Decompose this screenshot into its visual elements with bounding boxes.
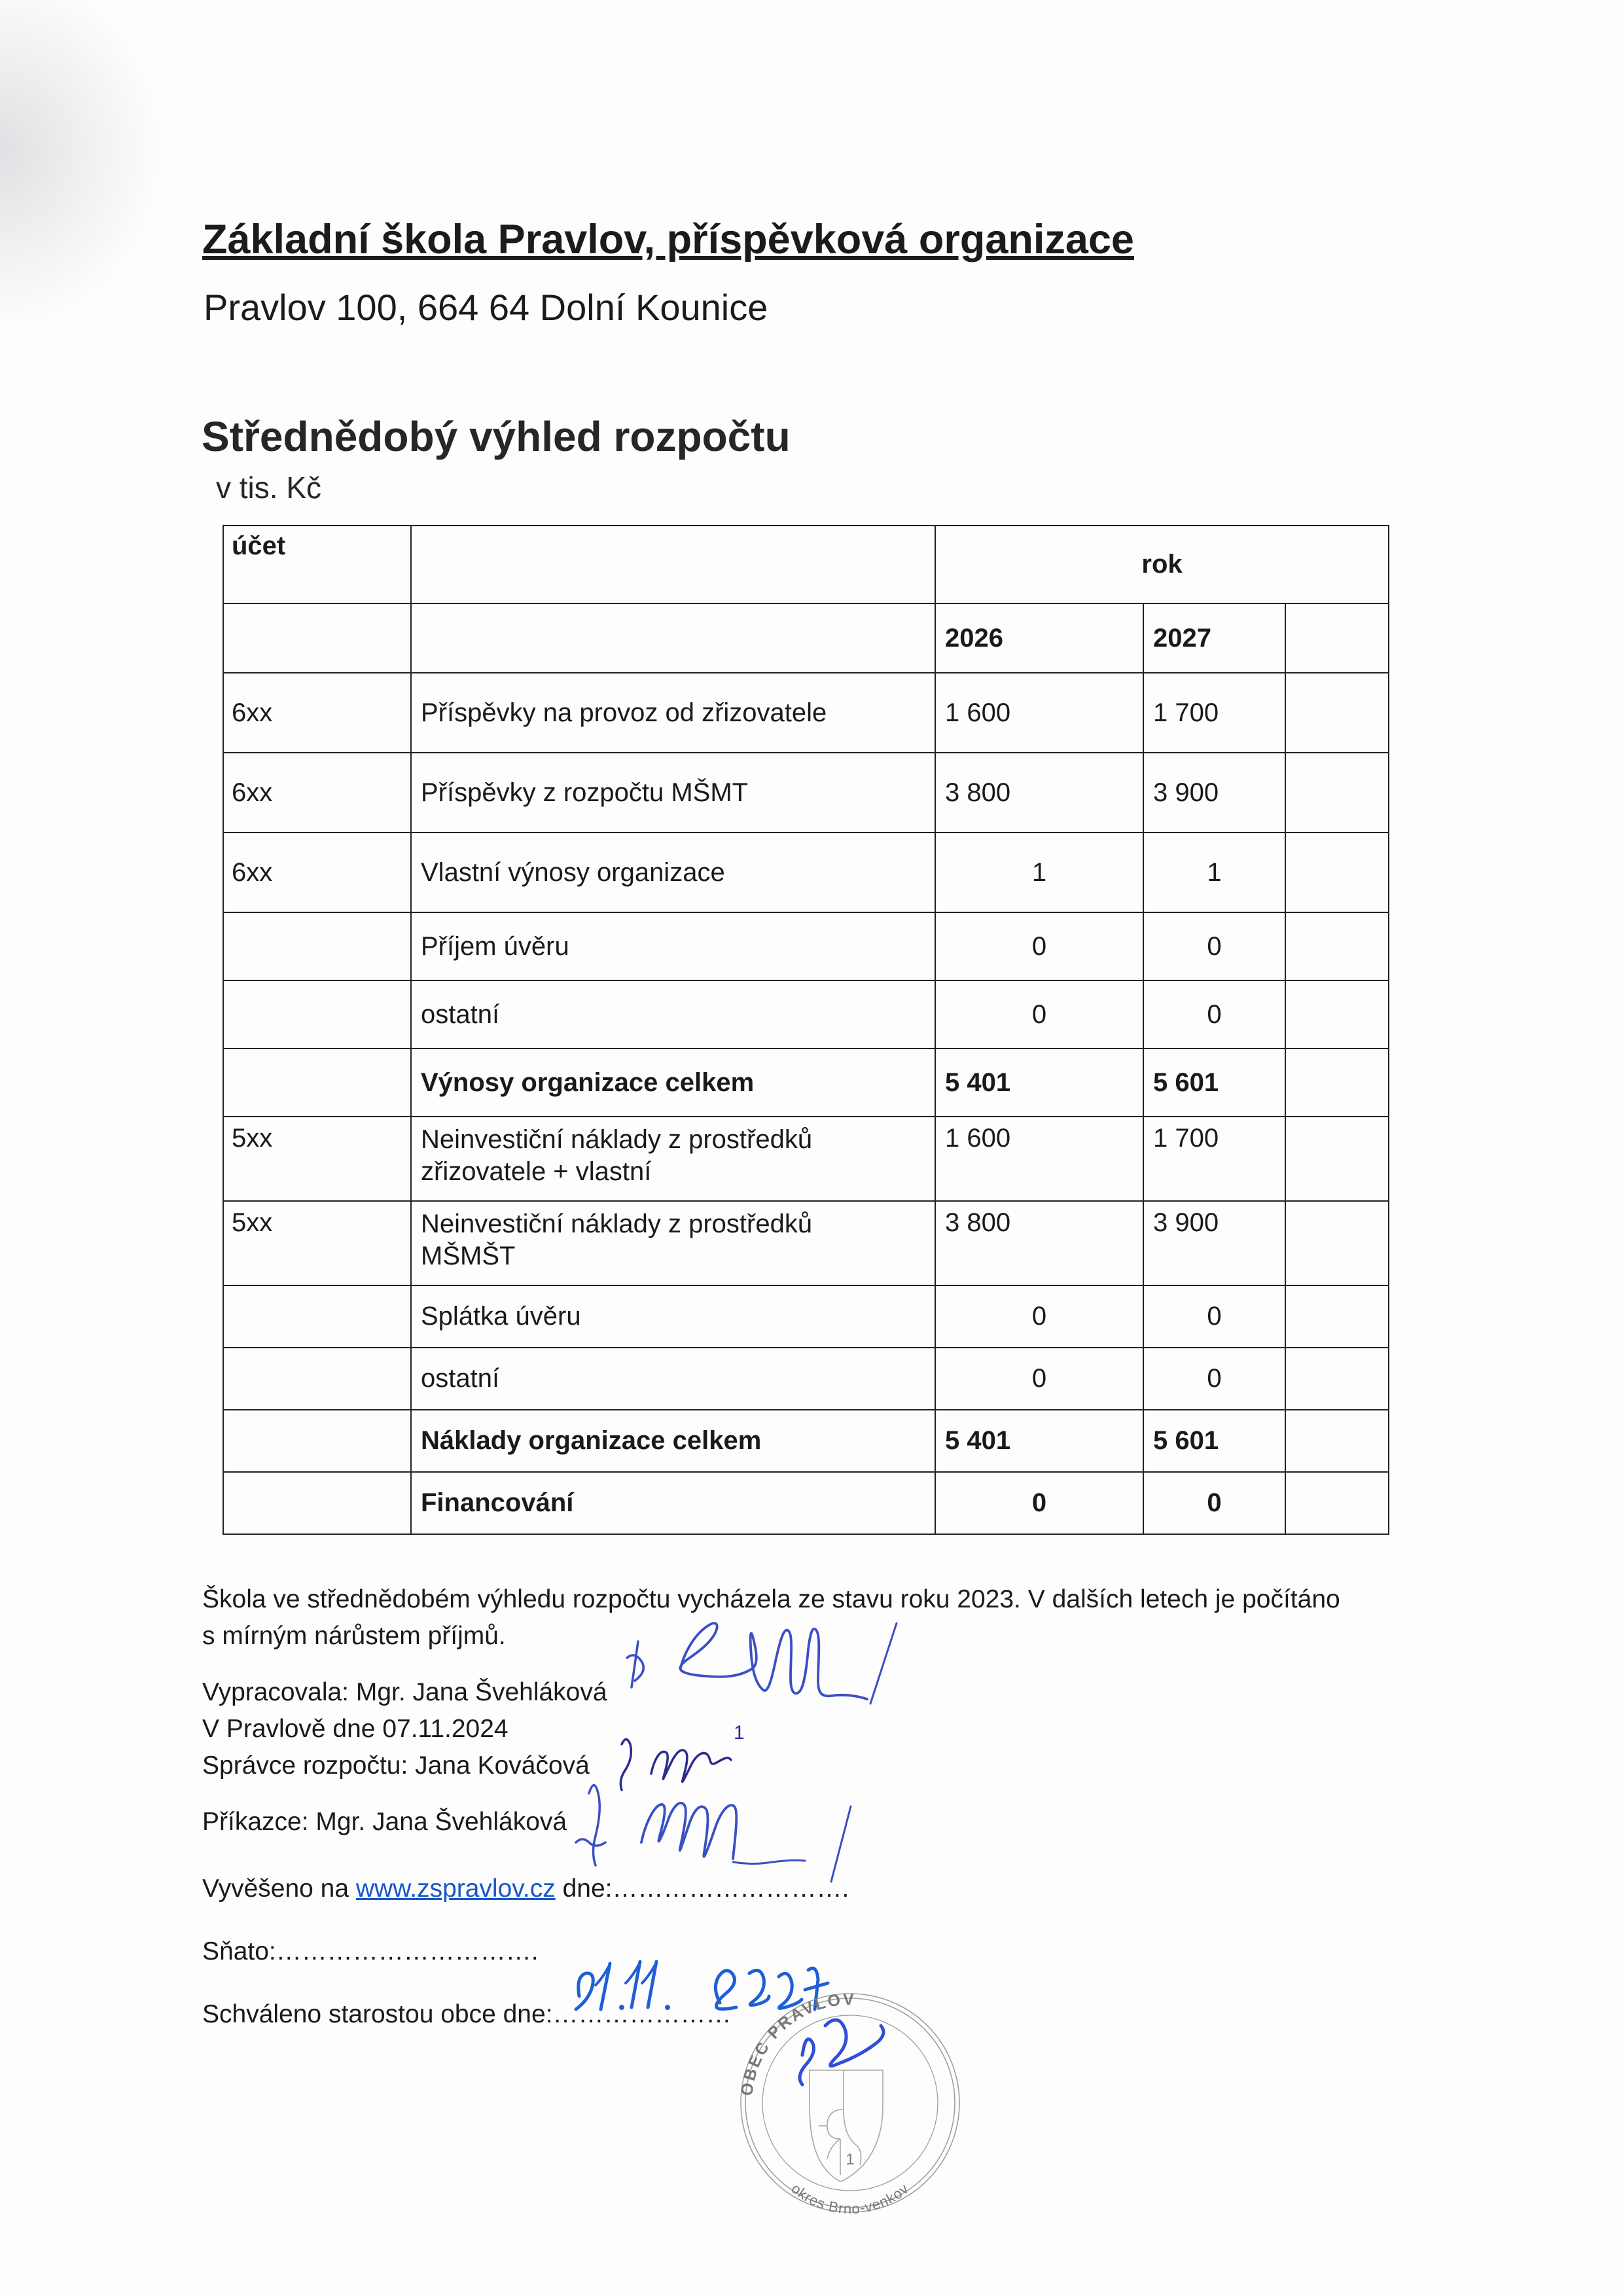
svg-text:OBEC PRAVLOV: OBEC PRAVLOV [738,1990,856,2097]
svg-text:okres Brno-venkov: okres Brno-venkov [788,2180,912,2217]
svg-text:1: 1 [734,1722,745,1744]
svg-text:1: 1 [846,2151,854,2168]
